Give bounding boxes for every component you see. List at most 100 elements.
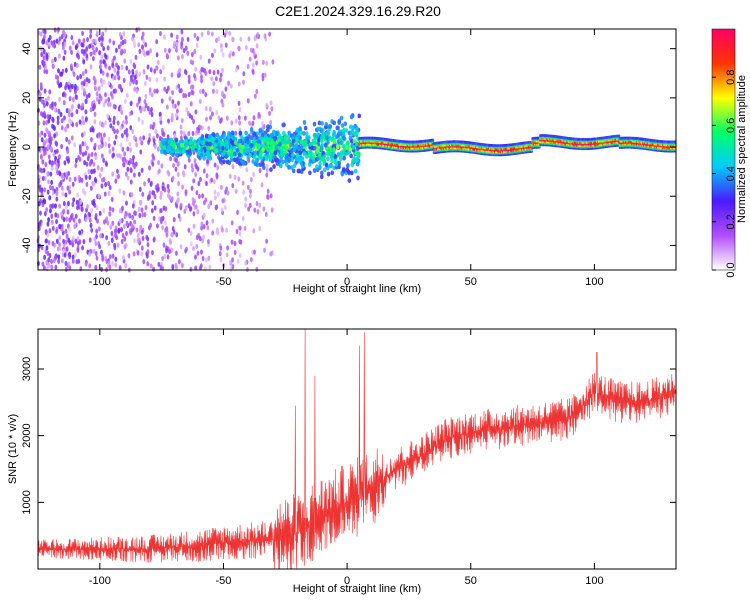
heatmap-cell bbox=[131, 203, 135, 209]
heatmap-cell bbox=[238, 130, 243, 136]
heatmap-cell bbox=[43, 102, 46, 109]
heatmap-cell bbox=[80, 84, 84, 90]
heatmap-cell bbox=[41, 261, 45, 267]
heatmap-cell bbox=[200, 74, 203, 80]
heatmap-cell bbox=[229, 266, 233, 272]
heatmap-cell bbox=[224, 139, 229, 145]
heatmap-cell bbox=[228, 173, 232, 179]
heatmap-cell bbox=[159, 194, 163, 200]
heatmap-cell bbox=[46, 129, 49, 135]
heatmap-cell bbox=[156, 187, 159, 193]
heatmap-cell bbox=[316, 132, 320, 138]
heatmap-cell bbox=[74, 94, 78, 100]
heatmap-cell bbox=[100, 177, 104, 183]
heatmap-cell bbox=[189, 101, 193, 107]
heatmap-cell bbox=[105, 235, 109, 241]
heatmap-cell bbox=[189, 241, 193, 247]
heatmap-cell bbox=[264, 211, 268, 217]
heatmap-cell bbox=[113, 67, 117, 74]
heatmap-cell bbox=[159, 69, 163, 75]
heatmap-cell bbox=[199, 176, 202, 182]
heatmap-cell bbox=[176, 171, 180, 178]
heatmap-cell bbox=[280, 159, 285, 165]
heatmap-cell bbox=[205, 181, 208, 187]
heatmap-cell bbox=[323, 142, 328, 148]
heatmap-cell bbox=[59, 111, 63, 118]
heatmap-cell bbox=[256, 144, 260, 150]
heatmap-cell bbox=[100, 54, 104, 60]
heatmap-cell bbox=[88, 217, 92, 223]
heatmap-cell bbox=[117, 75, 121, 81]
heatmap-cell bbox=[216, 191, 220, 197]
heatmap-cell bbox=[332, 139, 336, 145]
heatmap-cell bbox=[249, 256, 253, 263]
heatmap-cell bbox=[165, 225, 169, 232]
heatmap-cell bbox=[193, 158, 197, 164]
heatmap-cell bbox=[62, 100, 66, 106]
heatmap-cell bbox=[356, 175, 360, 181]
heatmap-cell bbox=[157, 159, 160, 166]
heatmap-cell bbox=[170, 232, 174, 238]
heatmap-cell bbox=[348, 124, 353, 130]
heatmap-cell bbox=[227, 160, 232, 166]
heatmap-cell bbox=[112, 152, 115, 158]
heatmap-cell bbox=[117, 173, 120, 179]
heatmap-cell bbox=[215, 172, 219, 178]
heatmap-cell bbox=[142, 259, 146, 265]
heatmap-cell bbox=[330, 158, 334, 164]
heatmap-cell bbox=[111, 253, 115, 259]
heatmap-cell bbox=[234, 67, 238, 73]
heatmap-cell bbox=[85, 53, 89, 59]
heatmap-cell bbox=[234, 118, 238, 124]
heatmap-cell bbox=[143, 80, 147, 87]
heatmap-cell bbox=[66, 185, 70, 191]
heatmap-cell bbox=[187, 130, 191, 137]
heatmap-cell bbox=[92, 75, 96, 81]
heatmap-cell bbox=[132, 172, 136, 178]
heatmap-cell bbox=[242, 79, 245, 85]
heatmap-cell bbox=[59, 180, 63, 186]
heatmap-cell bbox=[341, 143, 346, 149]
heatmap-cell bbox=[118, 218, 122, 224]
heatmap-cell bbox=[107, 96, 111, 103]
heatmap-cell bbox=[101, 122, 105, 128]
heatmap-cell bbox=[75, 108, 79, 115]
heatmap-cell bbox=[83, 141, 87, 147]
heatmap-cell bbox=[356, 151, 361, 156]
heatmap-cell bbox=[140, 229, 144, 235]
heatmap-cell bbox=[49, 208, 52, 214]
heatmap-cell bbox=[206, 154, 211, 160]
heatmap-cell bbox=[54, 155, 57, 161]
heatmap-cell bbox=[218, 135, 223, 141]
heatmap-cell bbox=[47, 239, 51, 246]
heatmap-cell bbox=[268, 110, 271, 116]
heatmap-cell bbox=[212, 88, 215, 94]
heatmap-cell bbox=[268, 31, 271, 37]
heatmap-cell bbox=[181, 36, 184, 42]
heatmap-cell bbox=[92, 161, 96, 167]
heatmap-cell bbox=[97, 85, 101, 91]
heatmap-cell bbox=[211, 230, 215, 236]
heatmap-cell bbox=[319, 145, 324, 151]
heatmap-cell bbox=[251, 159, 256, 164]
heatmap-cell bbox=[113, 55, 116, 61]
heatmap-cell bbox=[305, 135, 309, 141]
heatmap-cell bbox=[48, 89, 52, 95]
heatmap-cell bbox=[97, 193, 101, 199]
heatmap-cell bbox=[46, 221, 50, 227]
heatmap-cell bbox=[165, 104, 169, 110]
heatmap-cell bbox=[99, 233, 103, 239]
heatmap-cell bbox=[253, 207, 257, 213]
heatmap-cell bbox=[128, 81, 132, 87]
heatmap-cell bbox=[191, 60, 194, 66]
heatmap-cell bbox=[217, 145, 221, 151]
heatmap-cell bbox=[206, 225, 210, 231]
heatmap-cell bbox=[231, 182, 235, 189]
heatmap-cell bbox=[350, 170, 354, 176]
heatmap-cell bbox=[215, 37, 218, 43]
heatmap-cell bbox=[136, 250, 140, 256]
heatmap-cell bbox=[102, 59, 106, 65]
heatmap-cell bbox=[59, 81, 63, 88]
heatmap-cell bbox=[95, 228, 99, 234]
heatmap-cell bbox=[176, 73, 180, 79]
